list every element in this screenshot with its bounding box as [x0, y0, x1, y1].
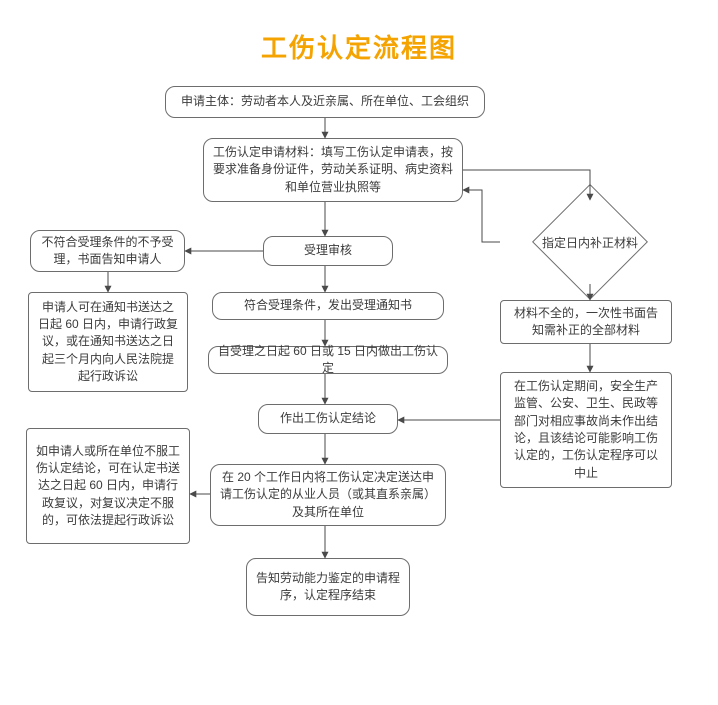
flow-node-nL1: 不符合受理条件的不予受理，书面告知申请人	[30, 230, 185, 272]
flow-node-nR3: 在工伤认定期间，安全生产监管、公安、卫生、民政等部门对相应事故尚未作出结论，且该…	[500, 372, 672, 488]
flow-node-label: 受理审核	[304, 242, 352, 259]
flow-node-n5: 自受理之日起 60 日或 15 日内做出工伤认定	[208, 346, 448, 374]
flow-node-n6: 作出工伤认定结论	[258, 404, 398, 434]
flow-node-label: 指定日内补正材料	[500, 200, 680, 284]
flow-node-nL3: 如申请人或所在单位不服工伤认定结论，可在认定书送达之日起 60 日内，申请行政复…	[26, 428, 190, 544]
flow-node-label: 在 20 个工作日内将工伤认定决定送达申请工伤认定的从业人员（或其直系亲属）及其…	[219, 469, 437, 521]
flow-edge-eR_nR1_n2	[463, 190, 500, 242]
flow-node-n1: 申请主体：劳动者本人及近亲属、所在单位、工会组织	[165, 86, 485, 118]
flow-node-label: 工伤认定申请材料：填写工伤认定申请表，按要求准备身份证件，劳动关系证明、病史资料…	[212, 144, 454, 196]
flow-node-label: 符合受理条件，发出受理通知书	[244, 297, 412, 314]
flow-node-n4: 符合受理条件，发出受理通知书	[212, 292, 444, 320]
flow-node-label: 告知劳动能力鉴定的申请程序，认定程序结束	[255, 570, 401, 605]
flow-node-label: 申请人可在通知书送达之日起 60 日内，申请行政复议，或在通知书送达之日起三个月…	[37, 299, 179, 386]
flow-node-label: 作出工伤认定结论	[280, 410, 376, 427]
flow-node-label: 不符合受理条件的不予受理，书面告知申请人	[39, 234, 176, 269]
flow-edge-eR_n2_nR1	[463, 170, 590, 200]
flow-node-label: 材料不全的，一次性书面告知需补正的全部材料	[509, 305, 663, 340]
flow-node-n3: 受理审核	[263, 236, 393, 266]
flow-node-label: 申请主体：劳动者本人及近亲属、所在单位、工会组织	[181, 93, 469, 110]
flow-node-nR1: 指定日内补正材料	[500, 200, 680, 284]
flow-node-n2: 工伤认定申请材料：填写工伤认定申请表，按要求准备身份证件，劳动关系证明、病史资料…	[203, 138, 463, 202]
flowchart-canvas: { "meta": { "width": 718, "height": 705,…	[0, 0, 718, 705]
flow-node-label: 自受理之日起 60 日或 15 日内做出工伤认定	[217, 343, 439, 378]
flow-node-n8: 告知劳动能力鉴定的申请程序，认定程序结束	[246, 558, 410, 616]
flow-node-nR2: 材料不全的，一次性书面告知需补正的全部材料	[500, 300, 672, 344]
flow-node-nL2: 申请人可在通知书送达之日起 60 日内，申请行政复议，或在通知书送达之日起三个月…	[28, 292, 188, 392]
flow-node-label: 在工伤认定期间，安全生产监管、公安、卫生、民政等部门对相应事故尚未作出结论，且该…	[509, 378, 663, 482]
flow-node-label: 如申请人或所在单位不服工伤认定结论，可在认定书送达之日起 60 日内，申请行政复…	[35, 443, 181, 530]
flow-node-n7: 在 20 个工作日内将工伤认定决定送达申请工伤认定的从业人员（或其直系亲属）及其…	[210, 464, 446, 526]
page-title: 工伤认定流程图	[0, 28, 718, 65]
